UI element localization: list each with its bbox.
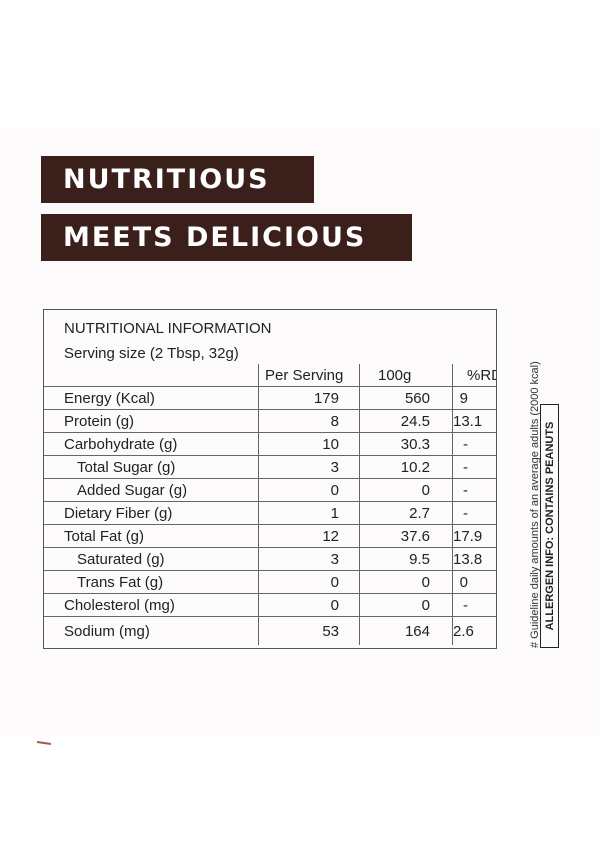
nutrient-name: Dietary Fiber (g) (44, 501, 259, 525)
per-100g-value: 10.2 (359, 455, 453, 479)
per-100g-value: 560 (359, 386, 453, 410)
allergen-info: ALLERGEN INFO: CONTAINS PEANUTS (544, 421, 556, 631)
per-100g-value: 24.5 (359, 409, 453, 433)
rda-value: - (452, 455, 496, 479)
rda-value: - (452, 478, 496, 502)
nutrient-name: Energy (Kcal) (44, 386, 259, 410)
per-100g-value: 9.5 (359, 547, 453, 571)
table-row: Dietary Fiber (g) 1 2.7- (44, 501, 496, 525)
per-100g-value: 2.7 (359, 501, 453, 525)
per-100g-value: 164 (359, 616, 453, 645)
per-serving-value: 3 (258, 455, 360, 479)
nutrition-table-box: NUTRITIONAL INFORMATION Serving size (2 … (43, 309, 497, 649)
per-serving-value: 0 (258, 478, 360, 502)
per-serving-value: 3 (258, 547, 360, 571)
rda-value: 13.8 (452, 547, 496, 571)
per-100g-value: 0 (359, 570, 453, 594)
headline-banner-1: NUTRITIOUS (41, 156, 314, 203)
table-row: Saturated (g) 3 9.5 13.8 (44, 547, 496, 571)
nutrient-name: Cholesterol (mg) (44, 593, 259, 617)
nutrient-name: Total Sugar (g) (44, 455, 259, 479)
allergen-box: ALLERGEN INFO: CONTAINS PEANUTS (540, 404, 559, 648)
table-row: Total Fat (g) 12 37.6 17.9 (44, 524, 496, 548)
per-serving-value: 12 (258, 524, 360, 548)
rda-value: 2.6 (452, 616, 496, 645)
per-serving-value: 1 (258, 501, 360, 525)
nutrition-title: NUTRITIONAL INFORMATION (64, 320, 272, 337)
table-row: Carbohydrate (g) 10 30.3- (44, 432, 496, 456)
nutrient-name: Sodium (mg) (64, 622, 150, 640)
nutrient-name: Carbohydrate (g) (44, 432, 259, 456)
table-row: Total Sugar (g) 3 10.2- (44, 455, 496, 479)
nutrient-name: Total Fat (g) (44, 524, 259, 548)
rda-value: 13.1 (452, 409, 496, 433)
headline-banner-2: MEETS DELICIOUS (41, 214, 412, 261)
rda-value: 0 (452, 570, 496, 594)
column-header-rda: %RDA (452, 364, 496, 387)
column-header-nutrient (44, 364, 259, 387)
per-100g-value: 0 (359, 478, 453, 502)
serving-size: Serving size (2 Tbsp, 32g) (64, 345, 239, 362)
per-100g-value: 0 (359, 593, 453, 617)
rda-value: - (452, 501, 496, 525)
rda-value: - (452, 432, 496, 456)
per-serving-value: 0 (258, 570, 360, 594)
decorative-mark (36, 741, 52, 745)
rda-value: 9 (452, 386, 496, 410)
per-serving-value: 10 (258, 432, 360, 456)
table-row: Added Sugar (g) 0 0- (44, 478, 496, 502)
table-row: Sodium (mg) 53 164 2.6 (44, 616, 496, 645)
table-row: Trans Fat (g) 0 0 0 (44, 570, 496, 594)
table-row: Cholesterol (mg) 0 0- (44, 593, 496, 617)
table-header-row: Per Serving 100g %RDA (44, 364, 496, 387)
nutrient-name: Trans Fat (g) (44, 570, 259, 594)
nutrition-table: Per Serving 100g %RDA Energy (Kcal)17956… (44, 364, 496, 645)
per-serving-value: 8 (258, 409, 360, 433)
column-header-100g: 100g (359, 364, 453, 387)
per-100g-value: 30.3 (359, 432, 453, 456)
nutrient-name: Protein (g) (44, 409, 259, 433)
per-serving-value: 179 (258, 386, 360, 410)
rda-value: - (452, 593, 496, 617)
per-100g-value: 37.6 (359, 524, 453, 548)
per-serving-value: 0 (258, 593, 360, 617)
per-serving-value: 53 (258, 616, 360, 645)
column-header-per-serving: Per Serving (258, 364, 360, 387)
table-row: Protein (g) 8 24.5 13.1 (44, 409, 496, 433)
nutrient-name: Saturated (g) (44, 547, 259, 571)
nutrient-name: Added Sugar (g) (44, 478, 259, 502)
table-row: Energy (Kcal) 179 560 9 (44, 386, 496, 410)
rda-value: 17.9 (452, 524, 496, 548)
